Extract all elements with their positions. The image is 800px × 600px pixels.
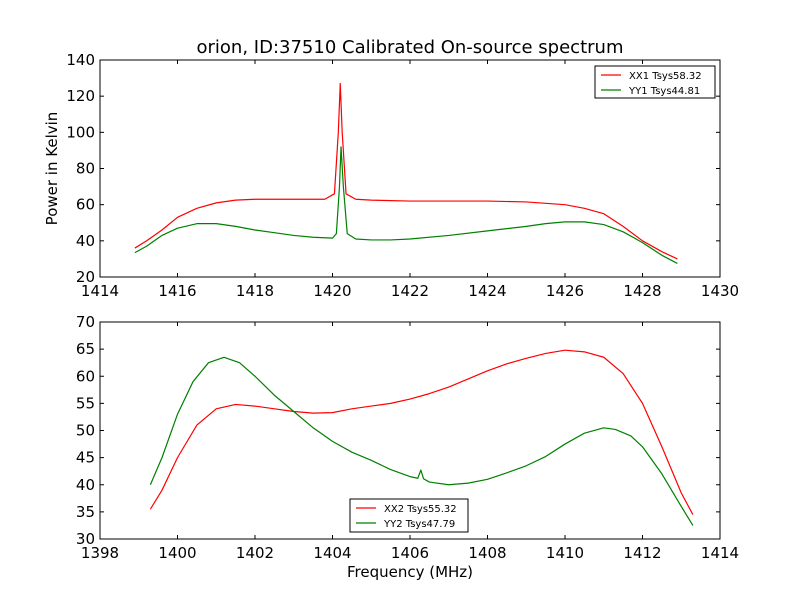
legend-label: YY1 Tsys44.81: [628, 86, 700, 97]
legend-box: [349, 498, 469, 533]
y-tick-label: 120: [66, 87, 95, 105]
top-panel: 1414 1416 1418 1420 1422 1424 1426 1428 1430 20 40…: [43, 51, 739, 300]
y-tick-label: 100: [66, 123, 95, 141]
x-tick-label: 1408: [468, 544, 506, 562]
series-line-2-2: [149, 356, 694, 526]
x-tick-label: 1402: [236, 544, 274, 562]
legend-label: XX1 Tsys58.32: [629, 71, 702, 82]
x-tick-label: 1430: [701, 282, 739, 300]
y-tick-label: 40: [76, 476, 95, 494]
legend: XX1 Tsys58.32 YY1 Tsys44.81: [594, 65, 716, 99]
x-tick-label: 1426: [546, 282, 584, 300]
x-tick-label: 1400: [158, 544, 196, 562]
x-tick-label: 1414: [701, 544, 739, 562]
legend-box: [594, 65, 716, 99]
y-tick-label: 35: [76, 503, 95, 521]
y-tick-label: 30: [76, 530, 95, 548]
y-tick-label: 70: [76, 313, 95, 331]
x-tick-label: 1418: [236, 282, 274, 300]
legend-label: XX2 Tsys55.32: [384, 504, 457, 515]
series-line-1-2: [134, 146, 678, 264]
series-line-2-1: [149, 349, 694, 515]
y-tick-label: 60: [76, 367, 95, 385]
y-tick-label: 45: [76, 449, 95, 467]
bottom-panel: 1398 1400 1402 1404 1406 1408 1410 1412 1414 30 35…: [76, 313, 739, 581]
x-tick-label: 1398: [81, 544, 119, 562]
figure-title: orion, ID:37510 Calibrated On-source spe…: [197, 37, 624, 58]
x-tick-label: 1428: [623, 282, 661, 300]
y-tick-label: 40: [76, 232, 95, 250]
y-axis-label: Power in Kelvin: [43, 112, 61, 226]
legend-label: YY2 Tsys47.79: [383, 519, 455, 530]
x-tick-label: 1410: [546, 544, 584, 562]
x-tick-label: 1412: [623, 544, 661, 562]
y-tick-label: 65: [76, 340, 95, 358]
y-tick-label: 140: [66, 51, 95, 69]
legend: XX2 Tsys55.32 YY2 Tsys47.79: [349, 498, 469, 533]
x-tick-label: 1420: [313, 282, 351, 300]
series-line-1-1: [134, 82, 678, 260]
x-tick-label: 1416: [158, 282, 196, 300]
y-tick-label: 50: [76, 422, 95, 440]
y-tick-label: 20: [76, 268, 95, 286]
y-tick-label: 60: [76, 196, 95, 214]
x-tick-label: 1414: [81, 282, 119, 300]
y-tick-label: 80: [76, 160, 95, 178]
x-tick-label: 1422: [391, 282, 429, 300]
x-tick-label: 1404: [313, 544, 351, 562]
x-tick-label: 1424: [468, 282, 506, 300]
x-axis-label: Frequency (MHz): [347, 563, 473, 581]
y-tick-label: 55: [76, 394, 95, 412]
x-tick-label: 1406: [391, 544, 429, 562]
